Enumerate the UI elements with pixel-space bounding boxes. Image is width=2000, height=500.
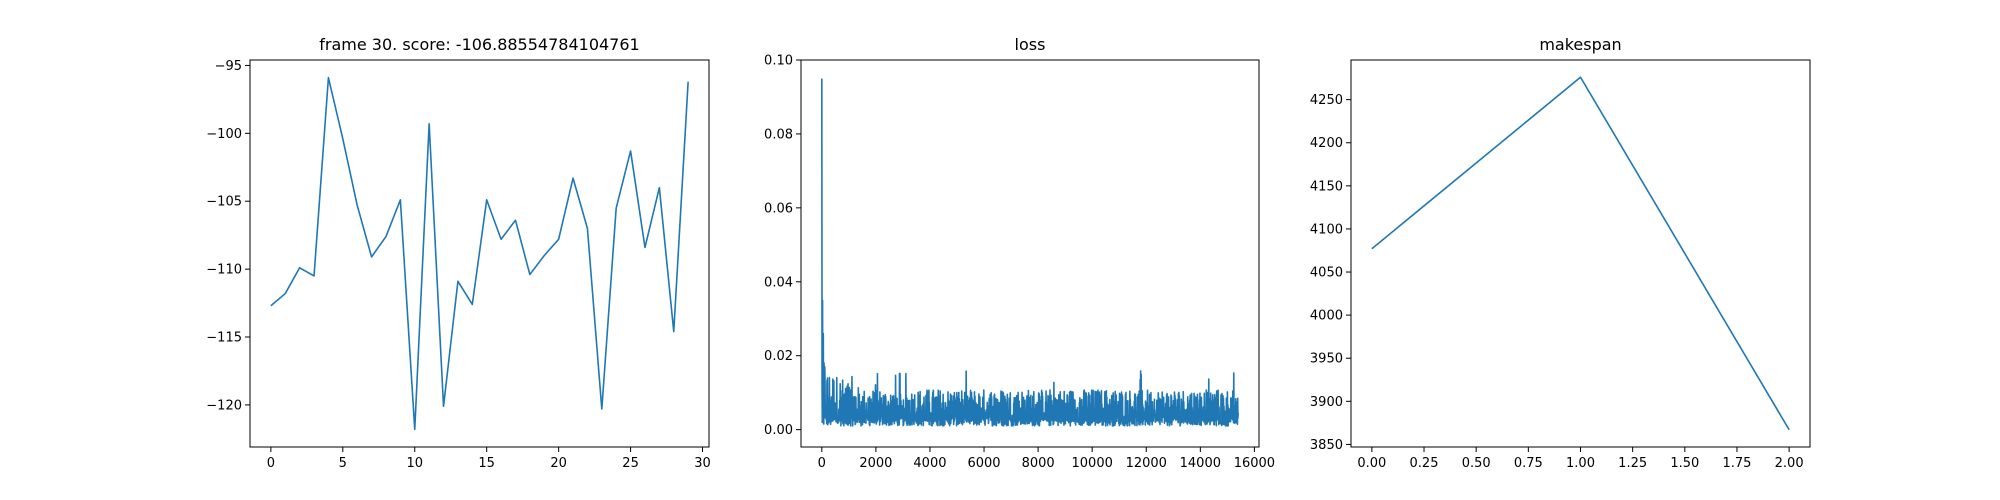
- loss-chart-ytick-label: 0.02: [764, 349, 793, 364]
- makespan-chart-xtick-label: 0.25: [1410, 456, 1439, 471]
- loss-chart-xtick-label: 2000: [859, 456, 892, 471]
- score-chart-frame: [249, 59, 710, 448]
- makespan-chart-xtick-label: 1.00: [1566, 456, 1595, 471]
- score-chart-xtick-label: 5: [339, 456, 347, 471]
- score-chart-ticks: 0 5 10 15 20 25 30 −120 −115 −110 −105 −100 −95: [206, 59, 711, 471]
- score-chart-plot-area: [270, 76, 689, 431]
- score-chart-ytick-label: −115: [206, 331, 242, 346]
- score-chart-ytick-label: −110: [206, 263, 242, 278]
- score-chart-xtick-label: 0: [267, 456, 275, 471]
- score-chart-xtick-label: 15: [478, 456, 495, 471]
- makespan-chart: makespan 0.00 0.25 0.50 0.75 1.00 1.25 1.50 1.7…: [1310, 35, 1811, 471]
- score-chart-xtick-label: 10: [406, 456, 423, 471]
- loss-chart-plot-area: [821, 78, 1239, 427]
- loss-chart-xtick-label: 12000: [1126, 456, 1167, 471]
- loss-chart-frame: [800, 59, 1260, 448]
- loss-chart-xtick-label: 16000: [1234, 456, 1275, 471]
- makespan-chart-xtick-label: 0.75: [1514, 456, 1543, 471]
- makespan-chart-ytick-label: 4250: [1310, 93, 1343, 108]
- makespan-chart-xtick-label: 2.00: [1775, 456, 1804, 471]
- makespan-chart-ytick-label: 4100: [1310, 222, 1343, 237]
- loss-chart-xtick-label: 8000: [1022, 456, 1055, 471]
- loss-chart-ticks: 0 2000 4000 6000 8000 10000 12000 14000 16000 0.0…: [764, 54, 1275, 472]
- score-chart-series-line: [270, 76, 689, 431]
- makespan-chart-ytick-label: 3950: [1310, 352, 1343, 367]
- loss-chart-xtick-label: 6000: [967, 456, 1000, 471]
- loss-chart-xtick-label: 0: [818, 456, 826, 471]
- loss-chart-ytick-label: 0.08: [764, 127, 793, 142]
- score-chart-title: frame 30. score: -106.88554784104761: [319, 35, 639, 54]
- loss-chart-xtick-label: 4000: [913, 456, 946, 471]
- makespan-chart-plot-area: [1371, 76, 1790, 431]
- score-chart: frame 30. score: -106.88554784104761 0 5 1…: [206, 35, 711, 471]
- score-chart-xtick-label: 25: [622, 456, 639, 471]
- loss-chart-xtick-label: 14000: [1180, 456, 1221, 471]
- loss-chart-ytick-label: 0.06: [764, 201, 793, 216]
- score-chart-xtick-label: 30: [694, 456, 711, 471]
- makespan-chart-ytick-label: 3850: [1310, 438, 1343, 453]
- makespan-chart-title: makespan: [1539, 35, 1621, 54]
- makespan-chart-xtick-label: 1.75: [1723, 456, 1752, 471]
- makespan-chart-xtick-label: 1.25: [1618, 456, 1647, 471]
- score-chart-ytick-label: −105: [206, 195, 242, 210]
- score-chart-ytick-label: −100: [206, 127, 242, 142]
- makespan-chart-ytick-label: 4200: [1310, 136, 1343, 151]
- makespan-chart-xtick-label: 0.50: [1462, 456, 1491, 471]
- makespan-chart-xtick-label: 1.50: [1670, 456, 1699, 471]
- score-chart-xtick-label: 20: [550, 456, 567, 471]
- loss-chart-series-line: [821, 78, 1239, 427]
- makespan-chart-ytick-label: 4150: [1310, 179, 1343, 194]
- loss-chart-xtick-label: 10000: [1072, 456, 1113, 471]
- makespan-chart-ticks: 0.00 0.25 0.50 0.75 1.00 1.25 1.50 1.75 2.00 3850…: [1310, 93, 1804, 471]
- loss-chart-ytick-label: 0.00: [764, 423, 793, 438]
- loss-chart-title: loss: [1015, 35, 1046, 54]
- loss-chart-ytick-label: 0.10: [764, 54, 793, 69]
- loss-chart-ytick-label: 0.04: [764, 275, 793, 290]
- makespan-chart-frame: [1350, 59, 1811, 448]
- loss-chart: loss 0 2000 4000 6000 8000 10000 12000 14000 160…: [764, 35, 1275, 471]
- makespan-chart-ytick-label: 4000: [1310, 309, 1343, 324]
- makespan-chart-ytick-label: 3900: [1310, 395, 1343, 410]
- makespan-chart-xtick-label: 0.00: [1357, 456, 1386, 471]
- score-chart-ytick-label: −95: [215, 59, 242, 74]
- score-chart-ytick-label: −120: [206, 398, 242, 413]
- makespan-chart-ytick-label: 4050: [1310, 266, 1343, 281]
